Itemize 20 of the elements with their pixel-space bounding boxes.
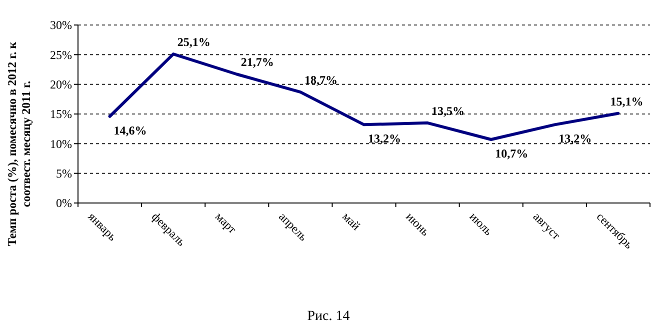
text: Рис. 14 (307, 309, 350, 324)
y-tick-label: 30% (50, 18, 72, 32)
y-tick-label: 5% (56, 166, 72, 181)
data-label: 14,6% (114, 123, 147, 138)
data-label: 21,7% (240, 55, 274, 70)
x-tick-label: март (212, 209, 240, 237)
data-label: 13,2% (558, 132, 592, 146)
y-tick-label: 20% (50, 78, 72, 92)
y-tick-label: 0% (56, 196, 72, 210)
data-label: 25,1% (177, 35, 210, 50)
data-label: 10,7% (495, 146, 528, 161)
x-tick-label: май (340, 209, 364, 234)
data-label: 13,2% (368, 132, 401, 146)
data-label: 18,7% (304, 73, 338, 88)
y-tick-label: 10% (50, 136, 72, 151)
y-axis-title: Темп роста (%), помесячно в 2012 г. к соотвест. месяцу 2011 г. (5, 42, 33, 246)
y-tick-label: 25% (50, 48, 72, 62)
y-tick-label: 15% (50, 107, 72, 122)
data-label: 15,1% (610, 94, 644, 108)
data-label: 13,5% (432, 104, 465, 118)
